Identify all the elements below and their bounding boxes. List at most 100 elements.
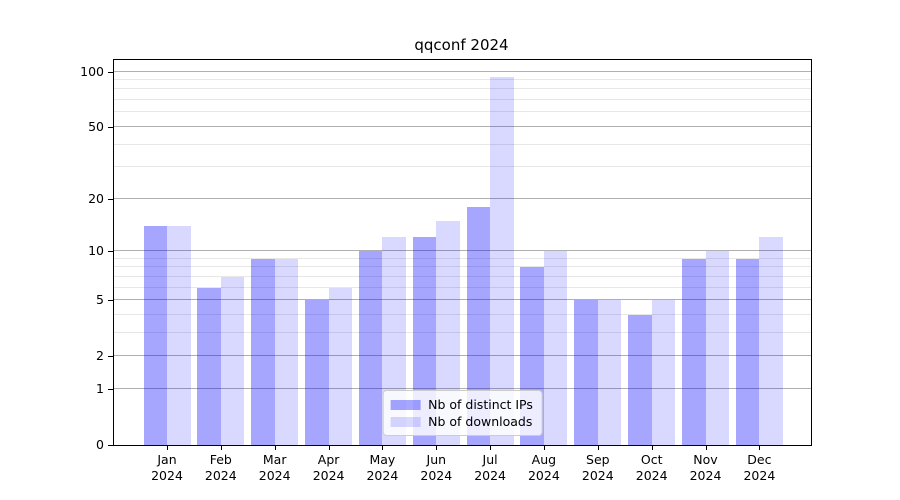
x-axis-tick xyxy=(597,445,599,450)
gridline-minor xyxy=(114,313,811,315)
y-tick-label: 0 xyxy=(96,437,104,452)
x-axis-tick xyxy=(705,445,707,450)
gridline-minor xyxy=(114,166,811,168)
bar-nb-of-distinct-ips xyxy=(466,206,491,445)
x-tick-label: Jan 2024 xyxy=(135,452,199,484)
x-axis-tick xyxy=(382,445,384,450)
bar-nb-of-distinct-ips xyxy=(358,251,383,445)
x-axis-tick xyxy=(220,445,222,450)
x-tick-label-year: 2024 xyxy=(258,468,291,483)
x-axis-tick xyxy=(167,445,168,450)
x-tick-label-month: Jan xyxy=(157,452,177,467)
legend-item-nb-of-downloads: Nb of downloads xyxy=(390,413,533,430)
gridline-minor xyxy=(114,111,811,113)
bar-nb-of-downloads xyxy=(705,251,729,445)
x-tick-label-month: Jul xyxy=(482,452,498,467)
x-tick-label: Oct 2024 xyxy=(620,452,684,484)
x-tick-label-month: Jun xyxy=(426,452,447,467)
gridline-minor xyxy=(114,88,811,90)
x-tick-label: Aug 2024 xyxy=(512,452,576,484)
x-tick-label: Jun 2024 xyxy=(404,452,468,484)
bar-nb-of-downloads xyxy=(651,300,676,445)
y-axis-tick xyxy=(108,126,113,128)
bar-nb-of-downloads xyxy=(436,220,460,445)
y-axis-tick xyxy=(108,300,113,301)
y-tick-label: 2 xyxy=(96,348,104,364)
bar-nb-of-downloads xyxy=(328,287,353,445)
bar-nb-of-distinct-ips xyxy=(682,258,706,445)
legend-item-nb-of-distinct-ips: Nb of distinct IPs xyxy=(390,396,533,413)
x-axis-tick xyxy=(651,445,653,450)
x-tick-label: Nov 2024 xyxy=(674,452,738,484)
gridline-major xyxy=(114,250,811,251)
x-tick-label-year: 2024 xyxy=(420,468,453,483)
gridline-major xyxy=(114,355,811,357)
legend-swatch-nb-of-distinct-ips xyxy=(390,399,421,410)
gridline-minor xyxy=(114,99,811,101)
x-tick-label: Feb 2024 xyxy=(189,452,253,484)
x-tick-label-year: 2024 xyxy=(635,468,668,483)
x-tick-label-year: 2024 xyxy=(581,468,614,483)
bar-nb-of-downloads xyxy=(759,237,783,445)
y-axis-tick xyxy=(108,198,113,200)
bar-nb-of-downloads xyxy=(597,300,622,445)
bar-nb-of-distinct-ips xyxy=(251,258,275,445)
bar-nb-of-downloads xyxy=(274,258,299,445)
x-tick-label-month: May xyxy=(369,452,396,467)
gridline-major xyxy=(114,70,811,72)
x-tick-label-month: Aug xyxy=(531,452,557,467)
gridline-major xyxy=(114,299,811,300)
bar-nb-of-distinct-ips xyxy=(735,258,760,445)
x-tick-label-month: Dec xyxy=(747,452,772,467)
x-tick-label: Mar 2024 xyxy=(243,452,307,484)
x-tick-label-month: Apr xyxy=(317,452,340,467)
x-tick-label-year: 2024 xyxy=(366,468,399,483)
gridline-minor xyxy=(114,331,811,333)
y-axis-tick xyxy=(108,388,113,390)
x-tick-label-year: 2024 xyxy=(689,468,722,483)
gridline-major xyxy=(114,387,811,389)
plot-area: Jan 2024 Feb 2024 Mar 2024 Apr 2024 May 2024 Jun 20… xyxy=(80,59,812,483)
y-tick-label: 50 xyxy=(88,118,104,134)
bar-nb-of-distinct-ips xyxy=(305,300,329,445)
bar-nb-of-distinct-ips xyxy=(197,287,221,445)
gridline-major xyxy=(114,125,811,127)
x-axis-tick xyxy=(490,445,492,450)
y-axis-tick xyxy=(108,445,113,446)
x-tick-label: Dec 2024 xyxy=(727,452,791,484)
bar-nb-of-downloads xyxy=(167,225,191,445)
x-tick-label-year: 2024 xyxy=(151,468,183,483)
x-tick-label-year: 2024 xyxy=(527,468,560,483)
x-tick-label: Apr 2024 xyxy=(297,452,361,484)
x-tick-label-month: Nov xyxy=(693,452,718,467)
bar-nb-of-downloads xyxy=(543,251,568,445)
x-axis-tick xyxy=(543,445,545,450)
y-tick-label: 20 xyxy=(88,190,104,206)
x-axis-tick xyxy=(274,445,276,450)
bar-nb-of-downloads xyxy=(490,77,514,445)
y-tick-label: 1 xyxy=(96,380,104,396)
x-tick-label: Sep 2024 xyxy=(566,452,630,484)
y-axis-tick xyxy=(108,251,113,252)
gridline-minor xyxy=(114,266,811,268)
gridline-major xyxy=(114,197,811,199)
x-tick-label-month: Oct xyxy=(640,452,663,467)
x-tick-label-year: 2024 xyxy=(474,468,506,483)
x-tick-label-month: Feb xyxy=(209,452,232,467)
bar-nb-of-downloads xyxy=(220,276,245,445)
x-tick-label: May 2024 xyxy=(350,452,414,484)
chart-title: qqconf 2024 xyxy=(414,36,509,54)
bar-nb-of-distinct-ips xyxy=(628,314,652,445)
legend: Nb of distinct IPs Nb of downloads xyxy=(382,390,543,436)
y-axis-tick xyxy=(108,356,113,358)
x-axis-tick xyxy=(759,445,761,450)
y-axis-tick xyxy=(108,71,113,73)
x-tick-label-month: Mar xyxy=(262,452,287,467)
y-tick-label: 10 xyxy=(88,243,104,258)
x-tick-label-year: 2024 xyxy=(204,468,237,483)
legend-swatch-nb-of-downloads xyxy=(390,416,421,427)
gridline-minor xyxy=(114,286,811,288)
gridline-minor xyxy=(114,275,811,277)
x-tick-label: Jul 2024 xyxy=(458,452,522,484)
